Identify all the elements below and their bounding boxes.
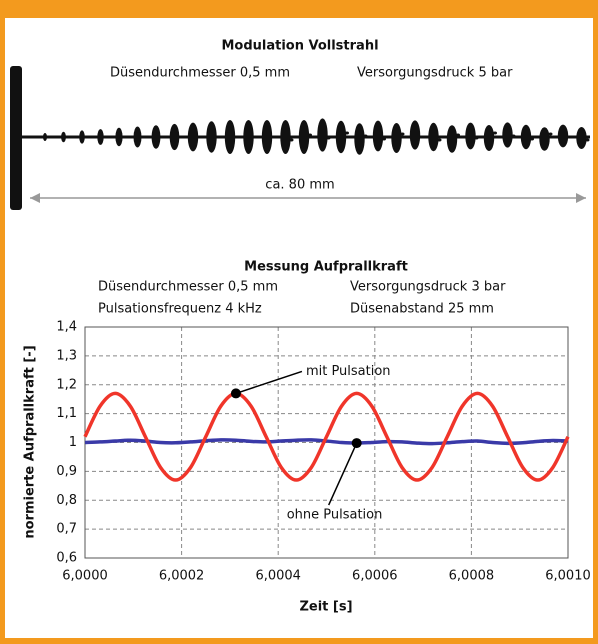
droplet — [372, 120, 384, 152]
droplet — [298, 120, 310, 154]
droplet — [363, 134, 368, 138]
y-tick-label: 0,8 — [56, 493, 77, 508]
droplet — [502, 122, 513, 148]
droplet — [345, 131, 349, 135]
chart-title: Messung Aufprallkraft — [244, 260, 408, 275]
droplet — [446, 125, 458, 153]
droplet — [115, 127, 123, 147]
droplet — [187, 122, 199, 152]
annotation-point — [351, 438, 362, 449]
droplet — [97, 129, 104, 145]
length-label: ca. 80 mm — [265, 178, 334, 193]
series-line — [84, 438, 569, 446]
subtitle: Versorgungsdruck 3 bar — [350, 280, 506, 295]
y-axis-label: normierte Aufprallkraft [-] — [23, 345, 38, 538]
droplet — [400, 132, 405, 136]
droplet — [530, 137, 534, 141]
leader-line — [328, 442, 358, 506]
series-line — [83, 391, 570, 482]
droplet — [261, 120, 273, 154]
x-tick-label: 6,0004 — [255, 569, 301, 584]
droplet — [456, 133, 460, 137]
droplet — [79, 130, 85, 144]
droplet — [437, 138, 442, 142]
droplet — [326, 136, 331, 140]
x-tick-label: 6,0008 — [449, 569, 495, 584]
x-tick-label: 6,0010 — [545, 569, 591, 584]
subtitle: Düsendurchmesser 0,5 mm — [98, 280, 278, 295]
annotation: ohne Pulsation — [287, 508, 383, 523]
plot: 0,6 0,7 0,8 0,9 1 1,1 1,2 1,3 1,4 6,0000 6,0002 6,0… — [56, 320, 590, 584]
droplet — [409, 120, 421, 150]
droplet — [474, 136, 479, 140]
droplet — [557, 124, 569, 148]
figure-nozzle: Düsendurchmesser 0,5 mm — [110, 66, 290, 81]
x-tick-label: 6,0006 — [352, 569, 398, 584]
annotation: mit Pulsation — [306, 364, 391, 379]
leader-line — [235, 370, 303, 395]
droplet — [43, 133, 47, 141]
droplet — [335, 120, 347, 154]
x-axis-label: Zeit [s] — [299, 600, 352, 615]
droplet — [428, 122, 439, 152]
figure-title: Modulation Vollstrahl — [221, 39, 378, 54]
droplet — [151, 125, 161, 149]
y-tick-label: 0,7 — [56, 522, 77, 537]
droplet — [133, 126, 142, 148]
annotation-point — [230, 388, 241, 399]
droplet — [280, 120, 291, 154]
droplet — [585, 138, 590, 142]
panel — [5, 18, 593, 638]
subtitle: Pulsationsfrequenz 4 kHz — [98, 302, 262, 317]
droplet — [289, 138, 294, 142]
droplet — [391, 123, 402, 153]
y-tick-label: 1,4 — [56, 320, 77, 335]
y-tick-label: 1,3 — [56, 348, 77, 363]
droplet — [576, 127, 587, 149]
y-tick-label: 0,9 — [56, 464, 77, 479]
droplet — [206, 121, 217, 153]
y-tick-label: 0,6 — [56, 551, 77, 566]
droplet — [243, 120, 254, 154]
droplet — [548, 132, 553, 136]
droplet — [539, 127, 550, 151]
droplet — [511, 134, 516, 138]
y-tick-label: 1,1 — [56, 406, 77, 421]
nozzle — [10, 66, 22, 210]
droplet — [382, 137, 386, 141]
droplet — [224, 120, 236, 154]
droplet — [354, 123, 365, 155]
droplet — [567, 135, 571, 139]
x-tick-label: 6,0000 — [62, 569, 108, 584]
droplet — [483, 125, 495, 151]
droplet — [520, 124, 532, 150]
droplet — [419, 135, 423, 139]
droplet — [308, 133, 312, 137]
droplets — [43, 118, 590, 155]
x-tick-label: 6,0002 — [159, 569, 205, 584]
droplet — [317, 118, 328, 152]
subtitle: Düsenabstand 25 mm — [350, 302, 494, 317]
droplet — [169, 123, 180, 151]
droplet — [61, 131, 66, 143]
figure-pressure: Versorgungsdruck 5 bar — [357, 66, 513, 81]
y-tick-label: 1 — [69, 435, 77, 450]
droplet — [493, 131, 497, 135]
y-tick-label: 1,2 — [56, 377, 77, 392]
droplet — [465, 122, 476, 150]
